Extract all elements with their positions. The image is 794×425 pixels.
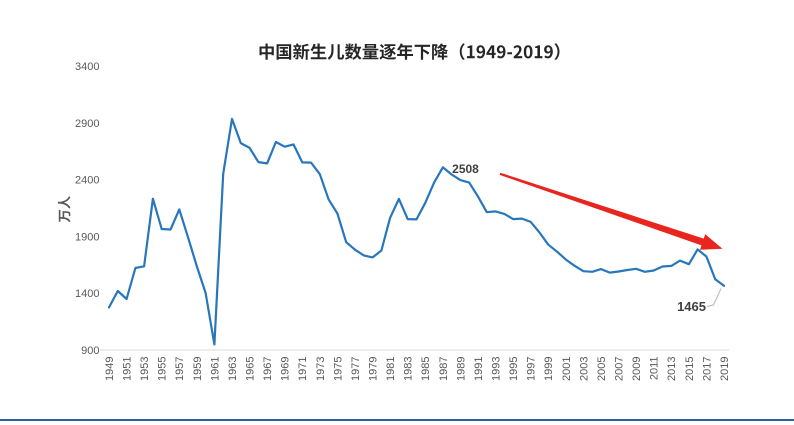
x-tick-label: 2013 (666, 357, 678, 381)
x-tick-label: 2003 (578, 357, 590, 381)
x-tick-label: 1979 (368, 357, 380, 381)
x-tick-label: 1969 (280, 357, 292, 381)
peak-value-label: 2508 (452, 162, 479, 176)
y-tick-label: 3400 (75, 61, 99, 73)
x-tick-label: 1995 (508, 357, 520, 381)
x-tick-label: 1987 (438, 357, 450, 381)
x-tick-label: 1961 (209, 357, 221, 381)
x-tick-label: 1977 (350, 357, 362, 381)
x-tick-label: 1991 (473, 357, 485, 381)
x-tick-label: 1985 (420, 357, 432, 381)
x-tick-label: 2001 (561, 357, 573, 381)
x-tick-label: 1999 (543, 357, 555, 381)
x-tick-label: 1959 (192, 357, 204, 381)
plot-area: 900 1400 1900 2400 2900 3400 1949 1951 1953 1955 1… (75, 61, 731, 381)
end-value-label: 1465 (677, 299, 706, 314)
y-tick-label: 1900 (75, 231, 99, 243)
x-tick-label: 2011 (649, 357, 661, 381)
downtrend-arrow-icon (499, 172, 723, 250)
x-tick-label: 1965 (245, 357, 257, 381)
x-tick-label: 1971 (297, 357, 309, 381)
x-tick-label: 1975 (332, 357, 344, 381)
y-axis-title (57, 196, 71, 223)
x-tick-label: 1997 (526, 357, 538, 381)
x-tick-label: 2019 (719, 357, 731, 381)
x-tick-label: 1973 (315, 357, 327, 381)
x-tick-label: 2009 (631, 357, 643, 381)
x-tick-label: 1989 (455, 357, 467, 381)
chart-title (259, 43, 560, 60)
y-axis-title-glyphs (57, 196, 71, 223)
y-tick-label: 2400 (75, 175, 99, 187)
x-tick-label: 2005 (596, 357, 608, 381)
x-tick-label: 1983 (403, 357, 415, 381)
x-tick-label: 1953 (139, 357, 151, 381)
births-data-line (107, 117, 726, 346)
x-tick-label: 1967 (262, 357, 274, 381)
x-tick-label: 1963 (227, 357, 239, 381)
x-tick-label: 2015 (684, 357, 696, 381)
x-tick-label: 2007 (614, 357, 626, 381)
bottom-divider-line (0, 418, 794, 421)
x-tick-label: 1981 (385, 357, 397, 381)
x-tick-label: 1949 (104, 357, 116, 381)
y-tick-label: 900 (81, 345, 99, 357)
chart-title-glyphs (259, 43, 560, 60)
y-tick-label: 2900 (75, 118, 99, 130)
x-tick-label: 1993 (491, 357, 503, 381)
x-tick-label: 1955 (157, 357, 169, 381)
x-tick-label: 1951 (122, 357, 134, 381)
x-tick-label: 1957 (174, 357, 186, 381)
y-tick-label: 1400 (75, 288, 99, 300)
x-tick-label: 2017 (701, 357, 713, 381)
annotation-leader-line (706, 288, 722, 308)
